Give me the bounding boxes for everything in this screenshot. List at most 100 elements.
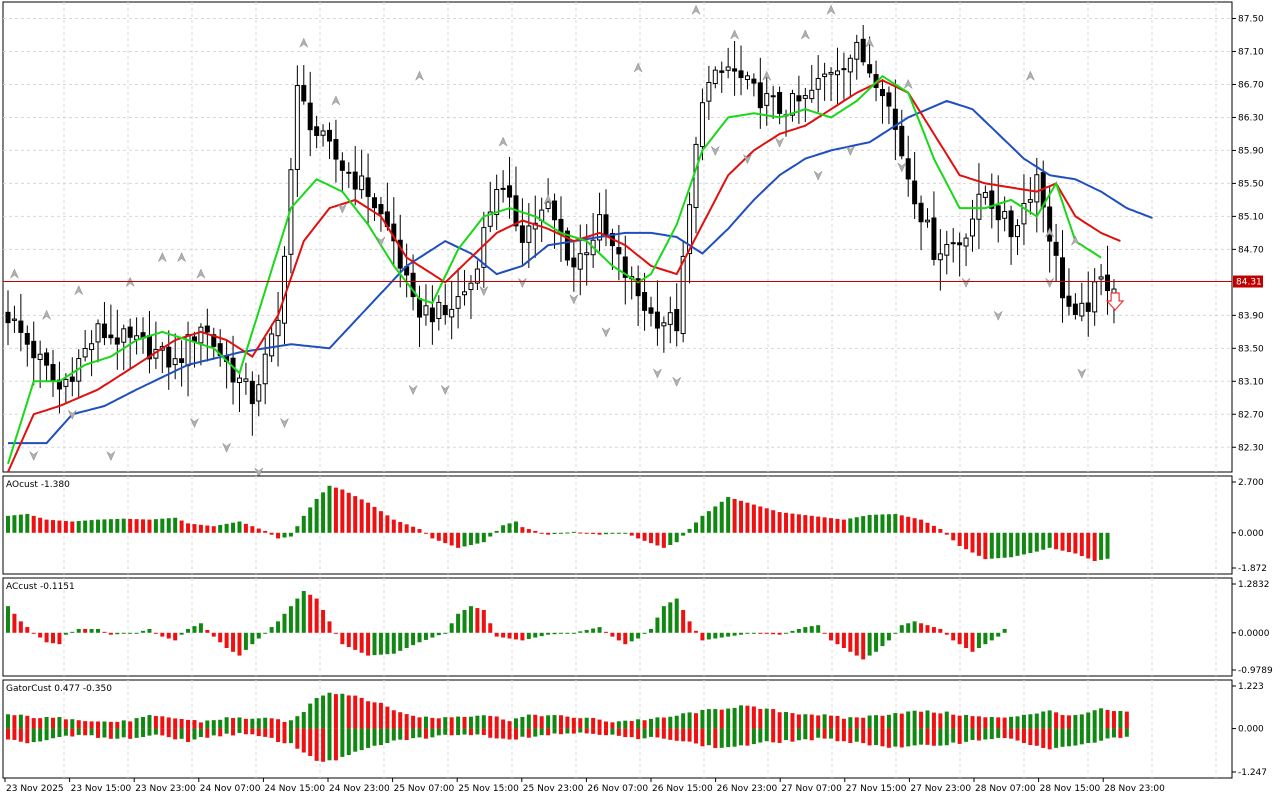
candle-bear xyxy=(957,242,963,246)
candle-bear xyxy=(1047,206,1053,242)
gator-lower-bar xyxy=(1021,728,1026,744)
gator-upper-bar xyxy=(571,717,576,729)
ao-bar xyxy=(771,510,776,533)
ac-bar xyxy=(565,632,570,634)
gator-upper-bar xyxy=(115,721,120,729)
fractal-down-icon xyxy=(672,376,682,387)
ao-bar xyxy=(333,487,338,533)
ao-bar xyxy=(835,518,840,533)
ac-bar xyxy=(886,632,891,641)
gator-upper-bar xyxy=(578,718,583,729)
candle-bear xyxy=(346,171,352,174)
ac-bar xyxy=(89,628,94,633)
ao-bar xyxy=(1073,532,1078,554)
ao-bar xyxy=(603,532,608,535)
ac-bar xyxy=(906,623,911,633)
gator-upper-bar xyxy=(1099,708,1104,729)
gator-upper-bar xyxy=(841,718,846,729)
gator-lower-bar xyxy=(224,728,229,734)
candle-bear xyxy=(24,332,30,345)
ac-bar xyxy=(276,621,281,633)
candle-bear xyxy=(879,88,885,97)
ac-bar xyxy=(552,632,557,635)
ac-bar xyxy=(700,632,705,641)
ac-bar xyxy=(674,598,679,633)
ao-bar xyxy=(501,525,506,533)
ac-panel[interactable]: 1.2832 0.0000 -0.9789 ACcust -0.1151 xyxy=(2,577,1273,677)
price-panel[interactable]: 82.30 82.70 83.10 83.50 83.90 84.70 85.10 85.50… xyxy=(2,1,1264,486)
ao-bar xyxy=(1009,532,1014,558)
ac-bar xyxy=(269,627,274,633)
ac-bar xyxy=(642,632,647,634)
gator-lower-bar xyxy=(51,728,56,739)
gator-upper-bar xyxy=(481,715,486,729)
ac-bar xyxy=(829,632,834,641)
ac-tick-label: 1.2832 xyxy=(1238,580,1270,590)
gator-upper-bar xyxy=(430,717,435,729)
candle-bull xyxy=(198,326,204,344)
ao-bar xyxy=(57,520,62,533)
ao-bar xyxy=(526,529,531,533)
ao-bar xyxy=(558,532,563,534)
candle-bull xyxy=(725,66,731,71)
candle-bear xyxy=(101,323,107,339)
fractal-up-icon xyxy=(196,268,206,279)
gator-upper-bar xyxy=(12,715,17,729)
gator-lower-bar xyxy=(983,728,988,740)
gator-upper-bar xyxy=(314,698,319,729)
gator-upper-bar xyxy=(243,718,248,729)
ao-bar xyxy=(456,532,461,548)
ac-bar xyxy=(308,594,313,633)
ao-bar xyxy=(816,516,821,533)
ao-bar xyxy=(250,526,255,533)
ao-bar xyxy=(153,519,158,533)
gator-panel[interactable]: 1.223 0.000 -1.247 GatorCust 0.477 -0.350 xyxy=(2,679,1267,779)
gator-lower-bar xyxy=(134,728,139,738)
ac-bar xyxy=(6,606,10,633)
candle-bull xyxy=(275,319,281,337)
ao-bar xyxy=(996,532,1001,559)
ao-bar xyxy=(809,515,814,533)
gator-lower-bar xyxy=(436,728,441,736)
gator-lower-bar xyxy=(340,728,345,757)
ac-tick-label: -0.9789 xyxy=(1238,666,1273,676)
ao-bar xyxy=(404,524,409,533)
gator-upper-bar xyxy=(134,718,139,729)
alligator-lips-line xyxy=(7,74,1102,465)
candle-bull xyxy=(982,192,988,198)
gator-upper-bar xyxy=(96,721,101,729)
gator-lower-bar xyxy=(18,728,23,742)
candle-bull xyxy=(577,253,583,270)
gator-lower-bar xyxy=(1041,728,1046,748)
gator-lower-bar xyxy=(777,728,782,743)
ao-panel[interactable]: 2.700 0.000 -1.872 AOcust -1.380 xyxy=(2,475,1267,575)
ao-bar xyxy=(430,532,435,539)
ac-bar xyxy=(96,628,101,633)
ao-bar xyxy=(346,492,351,533)
gator-upper-bar xyxy=(874,715,879,729)
gator-upper-bar xyxy=(468,716,473,729)
gator-lower-bar xyxy=(970,728,975,740)
candle-bear xyxy=(738,70,744,79)
candle-bear xyxy=(616,247,622,255)
ao-bar xyxy=(134,519,139,533)
ac-bar xyxy=(237,632,242,656)
candle-bull xyxy=(1092,281,1098,313)
ao-bar xyxy=(668,532,673,546)
ao-bar xyxy=(1066,532,1071,553)
gator-lower-bar xyxy=(1002,728,1007,739)
gator-upper-bar xyxy=(398,712,403,729)
time-label: 25 Nov 07:00 xyxy=(394,784,455,794)
ac-bar xyxy=(121,632,126,634)
ao-bar xyxy=(63,521,68,533)
candle-bull xyxy=(706,81,712,102)
candle-bear xyxy=(352,171,358,190)
ac-bar xyxy=(51,632,56,644)
ac-bar xyxy=(353,632,358,650)
gator-lower-bar xyxy=(288,728,293,744)
gator-upper-bar xyxy=(996,717,1001,729)
gator-lower-bar xyxy=(153,728,158,735)
ac-bar xyxy=(822,632,827,634)
ac-bar xyxy=(957,632,962,645)
